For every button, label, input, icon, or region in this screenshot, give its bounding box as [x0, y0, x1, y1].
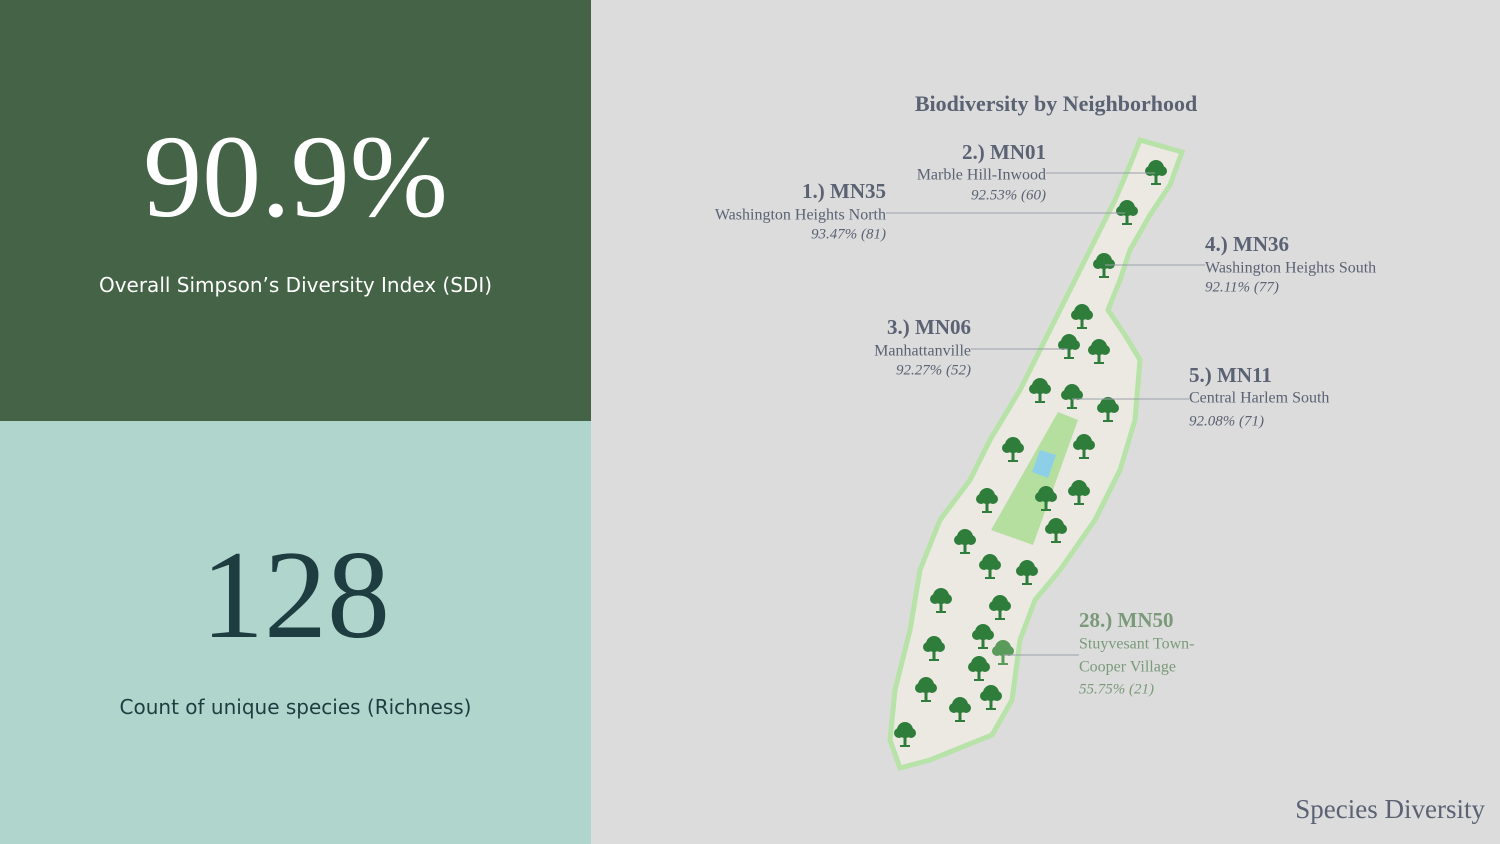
neighborhood: Washington Heights South [1205, 260, 1376, 277]
neighborhood: Central Harlem South [1189, 390, 1329, 407]
reservoir [1032, 450, 1056, 478]
rank: 1.) MN35 [802, 179, 886, 203]
stat: 93.47% (81) [811, 226, 886, 242]
rank: 28.) MN50 [1079, 608, 1173, 632]
annotation: 1.) MN35 Washington Heights North 93.47%… [715, 179, 1125, 242]
rank: 3.) MN06 [887, 315, 971, 339]
neighborhood: Cooper Village [1079, 659, 1176, 676]
map-panel: Biodiversity by Neighborhood 1.) MN35 Wa… [591, 0, 1500, 844]
richness-label: Count of unique species (Richness) [119, 695, 472, 719]
stat: 92.08% (71) [1189, 413, 1264, 429]
neighborhood: Stuyvesant Town- [1079, 636, 1194, 653]
rank: 2.) MN01 [962, 140, 1046, 164]
neighborhood: Manhattanville [874, 343, 971, 360]
neighborhood: Marble Hill-Inwood [917, 167, 1046, 184]
sdi-label: Overall Simpson’s Diversity Index (SDI) [98, 273, 493, 297]
map-title: Biodiversity by Neighborhood [915, 91, 1197, 116]
rank: 5.) MN11 [1189, 363, 1272, 387]
neighborhood: Washington Heights North [715, 207, 886, 224]
footer-title: Species Diversity [1295, 794, 1485, 824]
annotation: 5.) MN11 Central Harlem South 92.08% (71… [1072, 363, 1329, 429]
stat: 55.75% (21) [1079, 681, 1154, 697]
rank: 4.) MN36 [1205, 232, 1289, 256]
central-park [991, 412, 1078, 545]
richness-value: 128 [201, 526, 390, 665]
sdi-value: 90.9% [143, 111, 448, 242]
annotation: 28.) MN50 Stuyvesant Town- Cooper Villag… [1003, 608, 1194, 697]
annotation: 4.) MN36 Washington Heights South 92.11%… [1105, 232, 1376, 295]
stat: 92.27% (52) [896, 362, 971, 378]
stat: 92.53% (60) [971, 187, 1046, 203]
richness-card: 128 Count of unique species (Richness) [0, 421, 591, 844]
annotation: 3.) MN06 Manhattanville 92.27% (52) [874, 315, 1068, 378]
stat: 92.11% (77) [1205, 279, 1279, 295]
annotation: 2.) MN01 Marble Hill-Inwood 92.53% (60) [917, 140, 1155, 203]
sdi-card: 90.9% Overall Simpson’s Diversity Index … [0, 0, 591, 421]
